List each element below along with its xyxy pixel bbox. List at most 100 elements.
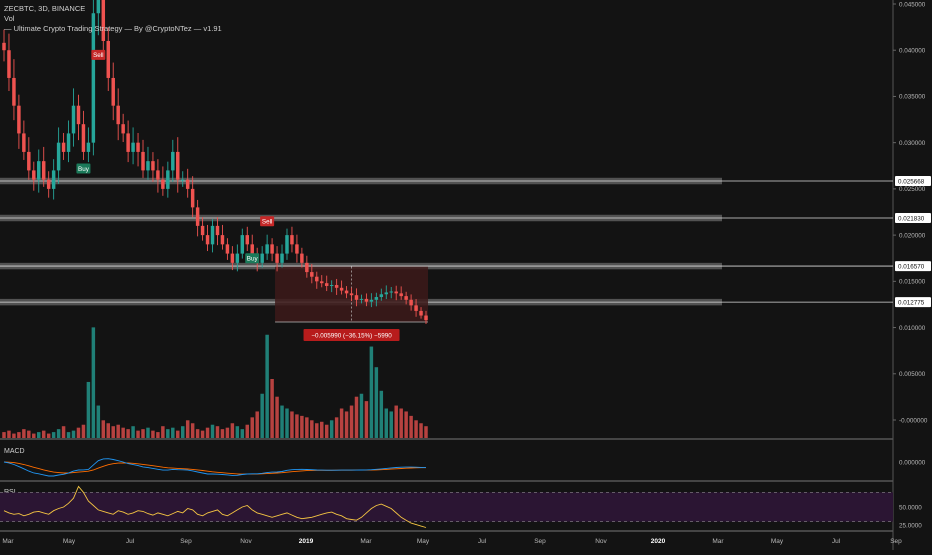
volume-bar: [37, 432, 41, 438]
candle-body: [32, 170, 36, 180]
sell-signal-badge: [260, 216, 275, 227]
volume-bar: [349, 405, 354, 438]
candle-body: [121, 124, 125, 134]
macd-label: MACD: [4, 448, 25, 455]
volume-bar: [245, 424, 250, 438]
candle-body: [81, 124, 86, 152]
measure-label-bg: [303, 329, 400, 342]
y-tick-label: 0.005000: [899, 371, 926, 378]
rsi-line: [3, 485, 427, 528]
candle-body: [424, 315, 428, 321]
volume-bar: [210, 424, 215, 438]
x-tick-label: Jul: [126, 538, 135, 545]
candle-body: [56, 142, 61, 171]
volume-bar: [424, 426, 428, 438]
candle-body: [419, 310, 423, 316]
candle-body: [250, 244, 254, 254]
volume-bar: [151, 430, 155, 438]
volume-bar: [141, 429, 145, 438]
candle-body: [379, 294, 384, 298]
volume-bar: [310, 420, 314, 438]
candle-body: [106, 40, 110, 78]
candle-body: [369, 299, 374, 302]
candle-body: [275, 253, 279, 263]
x-tick-label: 2019: [299, 538, 314, 545]
candle-body: [51, 170, 56, 189]
volume-bar: [81, 424, 86, 438]
volume-bar: [409, 415, 413, 438]
candle-body: [166, 170, 170, 189]
volume-bar: [280, 405, 284, 438]
zone-price-label: 0.025668: [898, 178, 925, 185]
candle-body: [409, 299, 413, 306]
macd-zero-label: 0.000000: [899, 459, 926, 466]
y-tick-label: 0.020000: [899, 232, 926, 239]
volume-bar: [7, 430, 11, 438]
volume-bar: [265, 334, 269, 438]
candle-body: [176, 151, 180, 180]
volume-bar: [171, 427, 175, 438]
candle-body: [151, 161, 155, 171]
candle-body: [354, 295, 359, 300]
volume-bar: [136, 430, 140, 438]
candle-body: [235, 253, 240, 263]
candle-body: [195, 207, 200, 226]
zone-price-label: 0.012775: [898, 300, 925, 307]
volume-bar: [106, 423, 110, 438]
candle-body: [359, 298, 364, 300]
candle-body: [315, 276, 319, 282]
buy-signal-label: Buy: [78, 166, 90, 173]
x-tick-label: Nov: [240, 538, 252, 545]
candle-body: [2, 42, 6, 51]
candle-body: [210, 225, 215, 245]
candle-body: [265, 244, 269, 254]
volume-bar: [270, 379, 274, 438]
volume-bar: [324, 424, 329, 438]
volume-bar: [354, 396, 359, 438]
volume-bar: [275, 396, 279, 438]
volume-bar: [389, 411, 393, 438]
x-tick-label: Mar: [360, 538, 372, 545]
volume-bar: [91, 327, 96, 438]
volume-bar: [250, 417, 254, 438]
volume-bar: [419, 423, 423, 438]
candle-body: [205, 235, 210, 245]
volume-bar: [320, 421, 324, 438]
candle-body: [285, 235, 289, 254]
y-tick-label: 0.030000: [899, 140, 926, 147]
volume-bar: [384, 408, 389, 438]
volume-bar: [61, 426, 66, 438]
candle-body: [230, 253, 235, 263]
volume-bar: [260, 393, 264, 438]
volume-bar: [404, 411, 408, 438]
candle-body: [71, 105, 76, 134]
candle-body: [200, 225, 205, 236]
volume-bar: [195, 429, 200, 438]
volume-bar: [27, 430, 31, 438]
volume-bar: [285, 408, 289, 438]
volume-bar: [240, 429, 245, 438]
candle-body: [324, 283, 329, 286]
candle-body: [364, 298, 369, 302]
volume-bar: [2, 432, 6, 438]
candle-body: [349, 293, 354, 296]
volume-bar: [126, 429, 130, 438]
buy-signal-label: Buy: [247, 256, 259, 263]
volume-bar: [374, 367, 379, 438]
x-tick-label: Sep: [534, 538, 546, 545]
x-tick-label: Sep: [180, 538, 192, 545]
candle-body: [66, 133, 71, 152]
y-tick-label: -0.000000: [899, 417, 928, 424]
candle-body: [389, 291, 393, 293]
volume-bar: [176, 430, 180, 438]
candle-body: [270, 244, 274, 254]
candle-body: [290, 235, 294, 245]
volume-bar: [56, 429, 61, 438]
x-tick-label: 2020: [651, 538, 666, 545]
volume-bar: [225, 427, 230, 438]
candle-body: [344, 290, 349, 294]
candle-body: [171, 151, 175, 171]
candle-body: [116, 105, 120, 125]
